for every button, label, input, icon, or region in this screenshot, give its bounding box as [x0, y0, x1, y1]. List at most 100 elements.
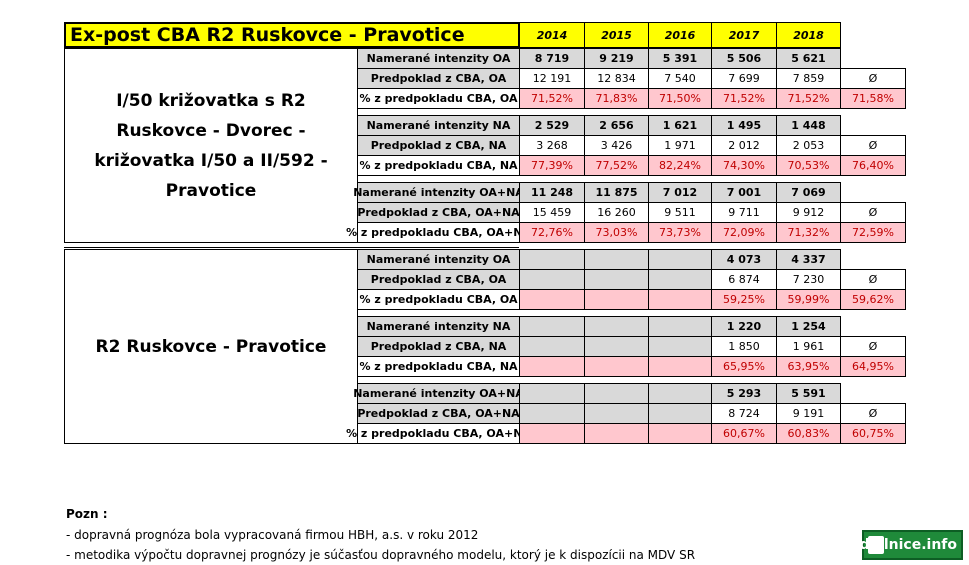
row-label: Namerané intenzity NA [357, 316, 520, 337]
value-cell: 65,95% [711, 356, 777, 377]
value-cell: 1 971 [648, 135, 712, 156]
value-cell: 5 506 [711, 48, 777, 69]
value-cell: 5 621 [776, 48, 841, 69]
value-cell: 59,25% [711, 289, 777, 310]
value-cell: 11 875 [584, 182, 649, 203]
value-cell: 71,52% [519, 88, 585, 109]
value-cell: 1 850 [711, 336, 777, 357]
row-label: Predpoklad z CBA, OA [357, 269, 520, 290]
average-cell: 71,58% [840, 88, 906, 109]
value-cell: 7 069 [776, 182, 841, 203]
value-cell: 60,83% [776, 423, 841, 444]
value-cell: 1 448 [776, 115, 841, 136]
notes-title: Pozn : [66, 507, 108, 521]
value-cell [648, 383, 712, 404]
average-cell: Ø [840, 68, 906, 89]
row-label: Namerané intenzity OA [357, 249, 520, 270]
value-cell: 2 012 [711, 135, 777, 156]
value-cell: 73,73% [648, 222, 712, 243]
value-cell [519, 269, 585, 290]
value-cell [584, 269, 649, 290]
value-cell: 77,52% [584, 155, 649, 176]
value-cell [584, 356, 649, 377]
value-cell: 5 591 [776, 383, 841, 404]
value-cell: 12 834 [584, 68, 649, 89]
section-name: R2 Ruskovce - Pravotice [64, 249, 358, 444]
value-cell [519, 356, 585, 377]
average-cell: Ø [840, 135, 906, 156]
value-cell: 3 426 [584, 135, 649, 156]
value-cell [648, 356, 712, 377]
value-cell: 9 912 [776, 202, 841, 223]
value-cell: 4 337 [776, 249, 841, 270]
value-cell: 1 961 [776, 336, 841, 357]
year-header: 2016 [648, 22, 712, 48]
value-cell: 4 073 [711, 249, 777, 270]
value-cell [648, 423, 712, 444]
value-cell: 82,24% [648, 155, 712, 176]
average-cell: 72,59% [840, 222, 906, 243]
value-cell [584, 249, 649, 270]
value-cell: 2 053 [776, 135, 841, 156]
row-label: Predpoklad z CBA, NA [357, 336, 520, 357]
row-label: % z predpokladu CBA, OA+NA [346, 423, 531, 444]
value-cell: 5 391 [648, 48, 712, 69]
value-cell: 60,67% [711, 423, 777, 444]
value-cell: 5 293 [711, 383, 777, 404]
value-cell: 6 874 [711, 269, 777, 290]
average-cell: Ø [840, 336, 906, 357]
value-cell [584, 336, 649, 357]
value-cell [519, 403, 585, 424]
value-cell [519, 336, 585, 357]
title: Ex-post CBA R2 Ruskovce - Pravotice [64, 22, 520, 48]
row-label: Namerané intenzity OA+NA [353, 182, 524, 203]
value-cell [648, 269, 712, 290]
value-cell: 8 719 [519, 48, 585, 69]
separator-line [64, 247, 519, 248]
value-cell: 7 012 [648, 182, 712, 203]
value-cell [648, 336, 712, 357]
value-cell [648, 249, 712, 270]
value-cell [648, 403, 712, 424]
value-cell [648, 289, 712, 310]
value-cell: 77,39% [519, 155, 585, 176]
value-cell: 7 859 [776, 68, 841, 89]
note: - dopravná prognóza bola vypracovaná fir… [66, 528, 479, 542]
value-cell: 8 724 [711, 403, 777, 424]
row-label: % z predpokladu CBA, NA [357, 155, 520, 176]
value-cell [584, 423, 649, 444]
row-label: Namerané intenzity NA [357, 115, 520, 136]
value-cell: 71,50% [648, 88, 712, 109]
value-cell [584, 403, 649, 424]
average-cell: 76,40% [840, 155, 906, 176]
value-cell [519, 423, 585, 444]
row-label: Namerané intenzity OA [357, 48, 520, 69]
value-cell: 7 001 [711, 182, 777, 203]
value-cell: 1 495 [711, 115, 777, 136]
value-cell: 9 191 [776, 403, 841, 424]
average-cell: Ø [840, 403, 906, 424]
value-cell: 11 248 [519, 182, 585, 203]
value-cell: 3 268 [519, 135, 585, 156]
value-cell: 72,76% [519, 222, 585, 243]
value-cell: 71,52% [776, 88, 841, 109]
value-cell [519, 249, 585, 270]
logo: dialnice.info [860, 530, 963, 560]
value-cell: 1 220 [711, 316, 777, 337]
row-label: % z predpokladu CBA, OA [357, 289, 520, 310]
year-header: 2017 [711, 22, 777, 48]
average-cell: Ø [840, 202, 906, 223]
value-cell: 15 459 [519, 202, 585, 223]
value-cell [584, 383, 649, 404]
value-cell: 12 191 [519, 68, 585, 89]
value-cell: 63,95% [776, 356, 841, 377]
average-cell: 64,95% [840, 356, 906, 377]
row-label: % z predpokladu CBA, OA+NA [346, 222, 531, 243]
value-cell: 70,53% [776, 155, 841, 176]
note: - metodika výpočtu dopravnej prognózy je… [66, 548, 696, 562]
row-label: % z predpokladu CBA, OA [357, 88, 520, 109]
value-cell: 73,03% [584, 222, 649, 243]
average-cell: 60,75% [840, 423, 906, 444]
row-label: % z predpokladu CBA, NA [357, 356, 520, 377]
